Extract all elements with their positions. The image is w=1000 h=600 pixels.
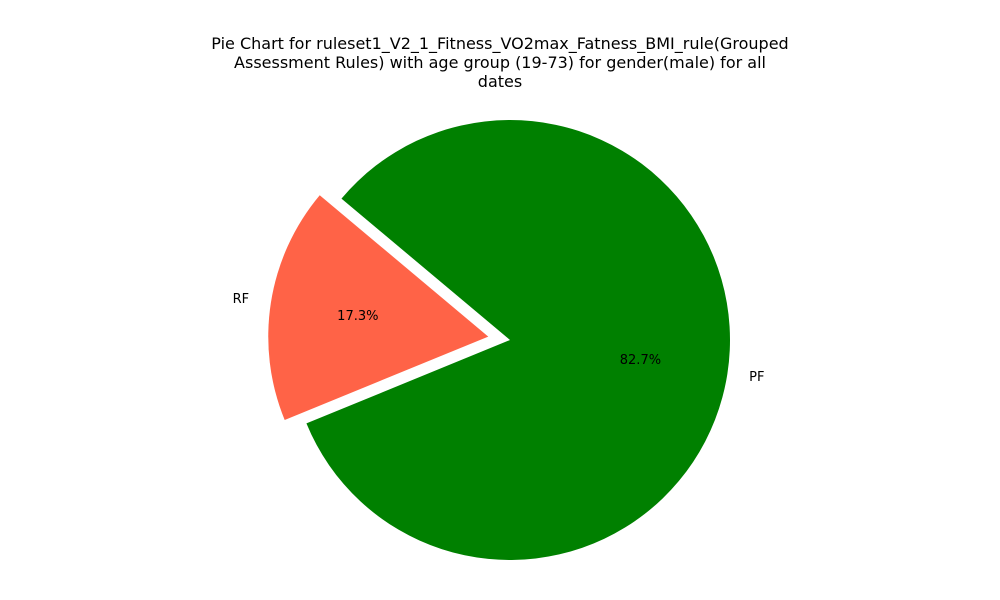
slice-label-rf: RF <box>233 292 250 307</box>
percent-label-rf: 17.3% <box>337 309 378 324</box>
chart-title: Pie Chart for ruleset1_V2_1_Fitness_VO2m… <box>150 34 850 91</box>
pie-slice-rf <box>268 195 489 421</box>
chart-title-line-2: Assessment Rules) with age group (19-73)… <box>234 53 766 72</box>
pie-slice-pf <box>306 119 730 560</box>
chart-title-line-1: Pie Chart for ruleset1_V2_1_Fitness_VO2m… <box>211 34 789 53</box>
chart-title-line-3: dates <box>477 72 523 91</box>
pie-labels: RF 17.3% PF 82.7% <box>233 292 765 385</box>
slice-label-pf: PF <box>749 370 764 385</box>
percent-label-pf: 82.7% <box>620 353 661 368</box>
pie-slices <box>268 119 730 560</box>
